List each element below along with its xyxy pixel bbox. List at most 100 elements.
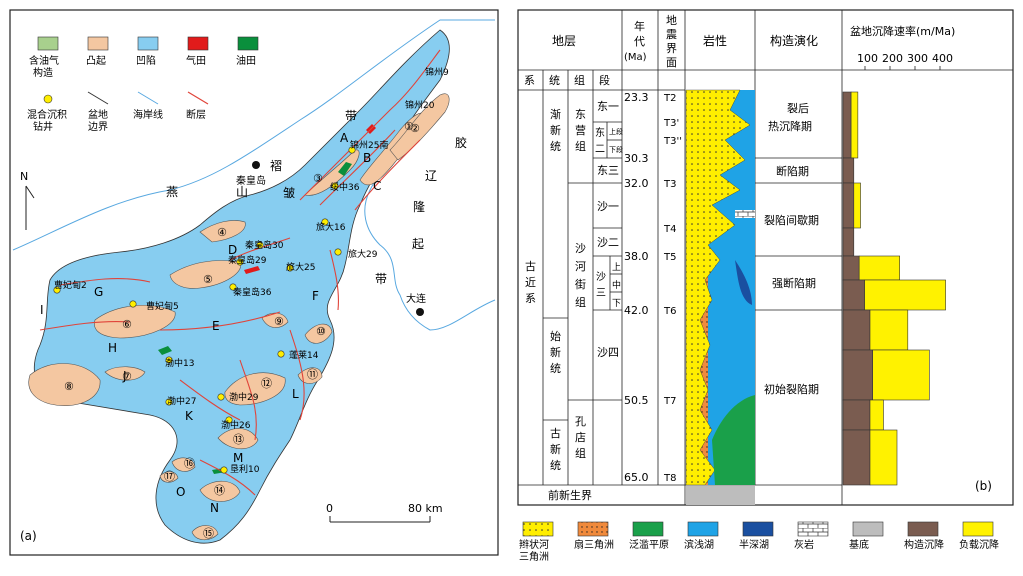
series-paleocene: 新 (550, 442, 561, 456)
zone-label-I: I (40, 303, 44, 317)
legend-swatch-sag (137, 36, 159, 51)
member-d2l: 下段 (609, 145, 623, 154)
series-oligocene: 渐 (550, 107, 561, 121)
rate-tick-label: 400 (932, 52, 953, 65)
uplift-9 (261, 312, 289, 328)
uplift-4 (199, 220, 246, 243)
system-label: 系 (525, 292, 536, 305)
well-label: 秦皇岛29 (228, 254, 267, 266)
zone-label-M: M (233, 451, 243, 465)
load-subsidence-bar (858, 255, 901, 281)
zone-label-D: D (228, 243, 237, 257)
group-shahejie: 沙 (575, 242, 586, 255)
age-label: 23.3 (624, 91, 649, 104)
uplift-16 (171, 457, 196, 472)
coastline-north (12, 19, 495, 251)
well-marker (225, 416, 233, 424)
header-strata: 地层 (552, 34, 576, 48)
uplift-number: ⑬ (233, 433, 244, 446)
group-dongying: 营 (575, 123, 586, 137)
well-label: 秦皇岛30 (245, 239, 284, 251)
stage-fault-depression: 断陷期 (776, 164, 809, 178)
tectonic-subsidence-bar (842, 429, 871, 486)
zone-label-A: A (340, 131, 349, 145)
group-dongying: 组 (575, 139, 586, 153)
well-marker (236, 258, 244, 266)
load-subsidence-bar (853, 182, 861, 229)
place-jinzhou9: 锦州9 (425, 66, 449, 78)
belt-char: 辽 (425, 169, 437, 183)
legend-swatch-uplift (87, 36, 109, 51)
litho-floodplain (712, 395, 755, 485)
legend-label-coast: 海岸线 (133, 108, 163, 121)
legend-swatch-well (43, 94, 53, 104)
uplift-14 (199, 480, 241, 502)
north-label: N (20, 170, 28, 183)
place-jinzhou20: 锦州20 (405, 99, 435, 111)
well-label: 渤中13 (165, 357, 194, 369)
age-label: 50.5 (624, 394, 649, 407)
belt-char: 胶 (455, 135, 467, 150)
header-age-3: (Ma) (624, 52, 647, 63)
oil-field (338, 162, 352, 176)
legend-label-well-1: 混合沉积 (27, 108, 67, 121)
legend-label-floodplain: 泛滥平原 (629, 538, 669, 551)
zone-label-J: J (122, 369, 127, 383)
uplift-number: ⑧ (64, 380, 74, 393)
well-label: 渤中27 (167, 395, 196, 407)
belt-char: 皱 (283, 185, 295, 200)
seismic-label: T4 (663, 224, 676, 235)
zone-label-K: K (185, 409, 194, 423)
seismic-labels: T2 T3 T3' T3'' T4 T5 T6 T7 T8 (663, 93, 682, 484)
scale-bar-line (329, 516, 431, 523)
system-label: 古 (525, 260, 536, 273)
zone-label-N: N (210, 501, 219, 515)
legend-swatch-gas (187, 36, 209, 51)
stage-strong-rift: 强断陷期 (772, 276, 816, 290)
age-label: 32.0 (624, 177, 649, 190)
stage-initial-rift: 初始裂陷期 (764, 382, 819, 396)
load-subsidence-bar (869, 309, 909, 351)
member-s3-b: 三 (596, 288, 606, 299)
series-oligocene: 统 (550, 140, 561, 153)
group-kongdian: 组 (575, 446, 586, 460)
seismic-label: T3'' (663, 136, 682, 147)
load-subsidence-bar (872, 349, 930, 401)
series-oligocene: 新 (550, 123, 561, 137)
table-grid (518, 10, 1013, 505)
legend-label-fan: 扇三角洲 (574, 538, 614, 551)
legend-label-limestone: 灰岩 (794, 538, 814, 551)
well-label: 旅大16 (316, 221, 346, 233)
member-s3-a: 沙 (596, 271, 606, 283)
rate-tick-label: 300 (907, 52, 928, 65)
litho-limestone (735, 210, 755, 218)
zone-label-E: E (212, 319, 220, 333)
header-system: 系 (524, 74, 535, 87)
legend-label-braided: 三角洲 (519, 551, 549, 563)
uplift-number: ② (410, 122, 420, 135)
legend-swatch-load (962, 521, 994, 537)
legend-swatch-coast (137, 91, 159, 105)
rate-ticks: 100 200 300 400 (857, 52, 953, 70)
well-marker (277, 350, 285, 358)
well-marker (220, 466, 228, 474)
zone-label-H: H (108, 341, 117, 355)
legend-swatch-deep (742, 521, 774, 537)
series-eocene: 统 (550, 362, 561, 375)
seismic-label: T2 (663, 93, 676, 104)
zone-label-G: G (94, 285, 103, 299)
uplift-8 (28, 363, 101, 406)
seismic-label: T7 (663, 396, 676, 407)
tectonic-subsidence-bar (842, 399, 871, 431)
age-labels: 23.3 30.3 32.0 38.0 42.0 50.5 65.0 (624, 91, 649, 484)
header-tectonic: 构造演化 (770, 33, 818, 48)
belt-char: 燕 (166, 185, 178, 199)
header-age-2: 代 (634, 35, 645, 48)
well-marker (53, 286, 61, 294)
load-subsidence-bar (869, 429, 898, 486)
well-marker (334, 248, 342, 256)
uplift-number: ⑥ (122, 318, 132, 331)
uplift-number: ⑭ (214, 484, 225, 497)
legend-label-sag: 凹陷 (136, 54, 156, 67)
header-rate: 盆地沉降速率(m/Ma) (850, 24, 955, 38)
